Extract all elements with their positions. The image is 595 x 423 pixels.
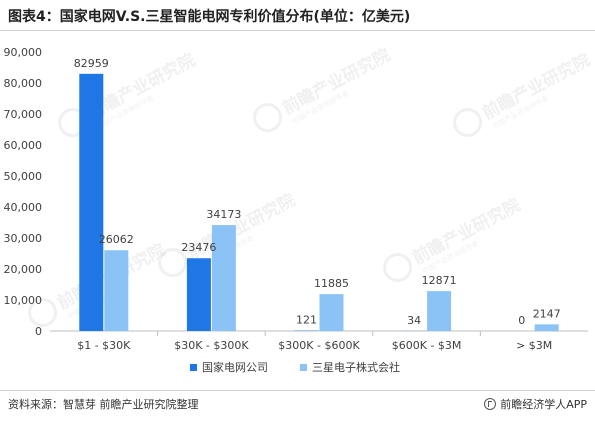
watermark-logo-icon bbox=[383, 253, 413, 283]
watermark-text: 前瞻产业研究院 bbox=[279, 44, 394, 118]
data-label: 12871 bbox=[422, 274, 457, 287]
data-label: 0 bbox=[518, 314, 525, 327]
y-tick-label: 60,000 bbox=[4, 139, 43, 152]
data-label: 23476 bbox=[181, 241, 216, 254]
data-label: 82959 bbox=[74, 57, 109, 70]
data-label: 121 bbox=[296, 314, 317, 327]
y-tick-label: 40,000 bbox=[4, 201, 43, 214]
data-label: 26062 bbox=[99, 233, 134, 246]
watermark-text: 前瞻产业研究院 bbox=[409, 194, 524, 268]
brand-credit: 前瞻经济学人APP bbox=[484, 396, 587, 412]
legend-swatch bbox=[300, 364, 307, 371]
y-tick-label: 20,000 bbox=[4, 263, 43, 276]
bar-series-2 bbox=[104, 250, 129, 331]
data-label: 11885 bbox=[314, 277, 349, 290]
data-label: 34 bbox=[407, 314, 421, 327]
watermark-logo-icon bbox=[158, 248, 188, 278]
y-tick-label: 10,000 bbox=[4, 294, 43, 307]
legend-label: 国家电网公司 bbox=[202, 360, 268, 374]
y-tick-label: 70,000 bbox=[4, 108, 43, 121]
bars-layer bbox=[79, 73, 559, 332]
source-note: 资料来源：智慧芽 前瞻产业研究院整理 bbox=[8, 398, 199, 411]
watermark-text: 前瞻产业研究院 bbox=[479, 49, 594, 123]
bar-series-2 bbox=[534, 324, 559, 331]
y-tick-label: 50,000 bbox=[4, 170, 43, 183]
x-tick-label: $30K - $300K bbox=[174, 339, 249, 352]
bar-series-1 bbox=[186, 258, 211, 331]
watermark-logo-icon bbox=[253, 103, 283, 133]
bar-series-2 bbox=[319, 294, 344, 331]
x-tick-label: $300K - $600K bbox=[278, 339, 360, 352]
y-tick-label: 30,000 bbox=[4, 232, 43, 245]
x-tick-label: $600K - $3M bbox=[392, 339, 462, 352]
x-tick-label: $1 - $30K bbox=[77, 339, 131, 352]
data-label: 34173 bbox=[206, 208, 241, 221]
data-label: 2147 bbox=[533, 307, 561, 320]
title-divider bbox=[0, 30, 595, 31]
watermark-logo-icon bbox=[453, 108, 483, 138]
legend: 国家电网公司 三星电子株式会社 bbox=[190, 360, 400, 374]
y-tick-label: 0 bbox=[35, 325, 42, 338]
legend-swatch bbox=[190, 364, 197, 371]
chart-title: 图表4：国家电网V.S.三星智能电网专利价值分布(单位：亿美元) bbox=[8, 9, 411, 25]
y-tick-label: 80,000 bbox=[4, 77, 43, 90]
brand-name: 前瞻经济学人APP bbox=[500, 398, 587, 411]
legend-label: 三星电子株式会社 bbox=[312, 360, 400, 374]
y-tick-label: 90,000 bbox=[4, 46, 43, 59]
bar-series-2 bbox=[211, 225, 236, 331]
brand-logo-icon bbox=[484, 398, 497, 410]
footer-divider bbox=[0, 390, 595, 391]
axis-layer: 0 10,000 20,000 30,000 40,000 50,000 60,000 70,… bbox=[4, 46, 588, 352]
watermark-logo-icon bbox=[28, 298, 58, 328]
x-tick-label: > $3M bbox=[516, 339, 552, 352]
bar-series-2 bbox=[427, 291, 452, 331]
bar-series-1 bbox=[79, 73, 104, 332]
data-labels-layer: 82959 23476 121 34 0 26062 34173 11885 12871 2147 bbox=[74, 57, 561, 327]
